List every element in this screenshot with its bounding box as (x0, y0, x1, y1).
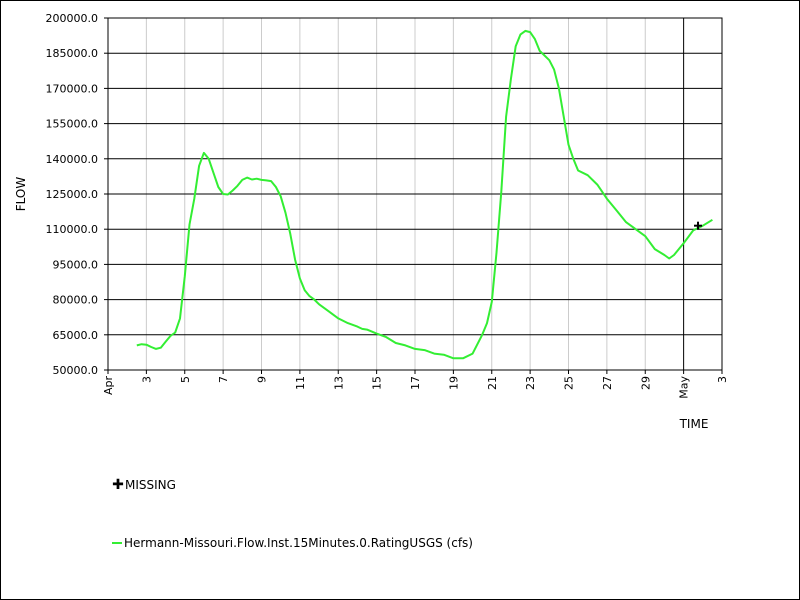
tick-labels: Apr 3 5 7 9 11 13 15 17 19 21 23 25 27 29 May 3 50000.0 65… (46, 12, 730, 399)
y-tick-label: 140000.0 (46, 153, 99, 166)
y-axis-title: FLOW (14, 177, 28, 212)
y-tick-label: 155000.0 (46, 118, 99, 131)
x-tick-label: 5 (179, 376, 192, 383)
x-tick-label: 3 (716, 376, 729, 383)
x-tick-label: 13 (332, 376, 345, 390)
series-line-swatch (112, 542, 122, 544)
y-tick-label: 110000.0 (46, 223, 99, 236)
y-tick-label: 200000.0 (46, 12, 99, 25)
series-layer (136, 29, 713, 360)
y-tick-label: 185000.0 (46, 47, 99, 60)
x-tick-label: 15 (371, 376, 384, 390)
y-tick-label: 50000.0 (53, 364, 99, 377)
x-tick-label: 21 (486, 376, 499, 390)
x-tick-label: 19 (447, 376, 460, 390)
missing-marker (694, 221, 703, 230)
series-line (136, 29, 713, 360)
plus-icon: ✚ (112, 477, 124, 493)
legend-series-label: Hermann-Missouri.Flow.Inst.15Minutes.0.R… (124, 536, 473, 550)
y-tick-label: 80000.0 (53, 294, 99, 307)
x-axis-title: TIME (679, 417, 709, 431)
x-tick-label: 25 (563, 376, 576, 390)
y-tick-label: 125000.0 (46, 188, 99, 201)
x-tick-label: 23 (524, 376, 537, 390)
x-tick-label: 17 (409, 376, 422, 390)
legend-missing-label: MISSING (125, 478, 176, 492)
y-tick-label: 95000.0 (53, 258, 99, 271)
x-tick-label: 7 (217, 376, 230, 383)
x-tick-label: 11 (294, 376, 307, 390)
legend-series: Hermann-Missouri.Flow.Inst.15Minutes.0.R… (112, 536, 473, 550)
x-tick-label: 9 (256, 376, 269, 383)
grid (108, 17, 722, 371)
x-tick-label: 27 (601, 376, 614, 390)
axes (104, 17, 723, 374)
x-tick-label: 29 (639, 376, 652, 390)
y-tick-label: 170000.0 (46, 82, 99, 95)
plot-border (107, 17, 723, 371)
x-tick-label: 3 (140, 376, 153, 383)
x-tick-label: Apr (102, 376, 115, 396)
y-tick-label: 65000.0 (53, 329, 99, 342)
legend-missing: ✚ MISSING (112, 477, 176, 493)
x-tick-label: May (678, 376, 691, 399)
